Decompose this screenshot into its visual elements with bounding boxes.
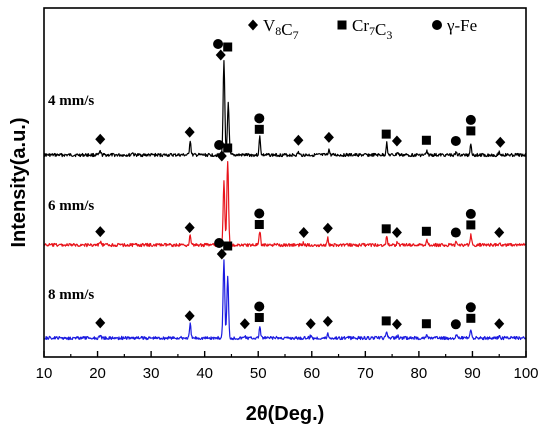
diamond-marker xyxy=(95,317,106,329)
diamond-marker xyxy=(184,222,195,234)
square-marker xyxy=(466,220,476,230)
diamond-marker xyxy=(184,310,195,322)
plot-frame xyxy=(43,7,527,358)
diamond-marker xyxy=(215,49,226,61)
diamond-marker xyxy=(391,135,402,147)
x-tick-label: 40 xyxy=(196,365,213,382)
diamond-marker xyxy=(239,318,250,330)
x-tick-label: 80 xyxy=(411,365,428,382)
square-marker xyxy=(337,20,347,30)
legend: V8C7 Cr7C3 γ-Fe xyxy=(248,16,477,42)
series-line xyxy=(43,160,527,248)
diamond-marker xyxy=(323,131,334,143)
circle-marker xyxy=(465,208,476,219)
square-marker xyxy=(381,224,391,234)
square-marker xyxy=(466,313,476,323)
diamond-marker xyxy=(298,226,309,238)
circle-marker xyxy=(465,302,476,313)
square-marker xyxy=(223,241,233,251)
circle-marker xyxy=(465,114,476,125)
x-tick-label: 20 xyxy=(89,365,106,382)
square-marker xyxy=(381,316,391,326)
diamond-marker xyxy=(216,248,227,260)
diamond-marker xyxy=(391,318,402,330)
diamond-marker xyxy=(494,318,505,330)
diamond-marker xyxy=(305,318,316,330)
series-label: 6 mm/s xyxy=(48,198,94,214)
series-line xyxy=(43,259,527,341)
series-label: 8 mm/s xyxy=(48,287,94,303)
series-curves xyxy=(43,60,527,341)
legend-label: Cr7C3 xyxy=(352,16,392,42)
square-marker xyxy=(421,226,431,236)
square-marker xyxy=(254,313,264,323)
diamond-marker xyxy=(495,136,506,148)
diamond-marker xyxy=(494,226,505,238)
circle-marker xyxy=(450,135,461,146)
square-marker xyxy=(223,143,233,153)
circle-marker xyxy=(214,238,225,248)
legend-label: V8C7 xyxy=(263,16,299,42)
circle-marker xyxy=(213,39,224,49)
circle-marker xyxy=(254,113,265,124)
square-marker xyxy=(421,319,431,329)
x-tick-label: 30 xyxy=(143,365,160,382)
circle-marker xyxy=(450,227,461,238)
diamond-marker xyxy=(184,126,195,138)
square-marker xyxy=(381,129,391,139)
x-tick-label: 60 xyxy=(303,365,320,382)
x-axis-title: 2θ(Deg.) xyxy=(246,403,325,425)
phase-markers xyxy=(95,39,506,330)
square-marker xyxy=(466,126,476,136)
diamond-marker xyxy=(322,315,333,327)
x-tick-label: 10 xyxy=(36,365,53,382)
diamond-marker xyxy=(293,134,304,146)
diamond-marker xyxy=(95,133,106,145)
diamond-marker xyxy=(248,19,258,31)
x-tick-label: 100 xyxy=(513,365,538,382)
series-labels: 4 mm/s 6 mm/s 8 mm/s xyxy=(48,93,94,303)
diamond-marker xyxy=(391,227,402,239)
series-line xyxy=(43,60,527,158)
diamond-marker xyxy=(216,150,227,162)
circle-marker xyxy=(254,208,265,219)
series-label: 4 mm/s xyxy=(48,93,94,109)
y-axis-title: Intensity(a.u.) xyxy=(8,117,30,247)
diamond-marker xyxy=(95,226,106,238)
circle-marker xyxy=(432,20,442,30)
x-axis-ticks: 10 20 30 40 50 60 70 80 90 100 xyxy=(36,351,539,382)
x-tick-label: 70 xyxy=(357,365,374,382)
circle-marker xyxy=(450,319,461,330)
circle-marker xyxy=(214,140,225,150)
square-marker xyxy=(421,135,431,145)
diamond-marker xyxy=(322,222,333,234)
legend-label: γ-Fe xyxy=(446,16,477,35)
x-tick-label: 90 xyxy=(464,365,481,382)
circle-marker xyxy=(254,301,265,312)
square-marker xyxy=(254,124,264,134)
x-tick-label: 50 xyxy=(250,365,267,382)
square-marker xyxy=(254,220,264,230)
square-marker xyxy=(223,42,233,52)
